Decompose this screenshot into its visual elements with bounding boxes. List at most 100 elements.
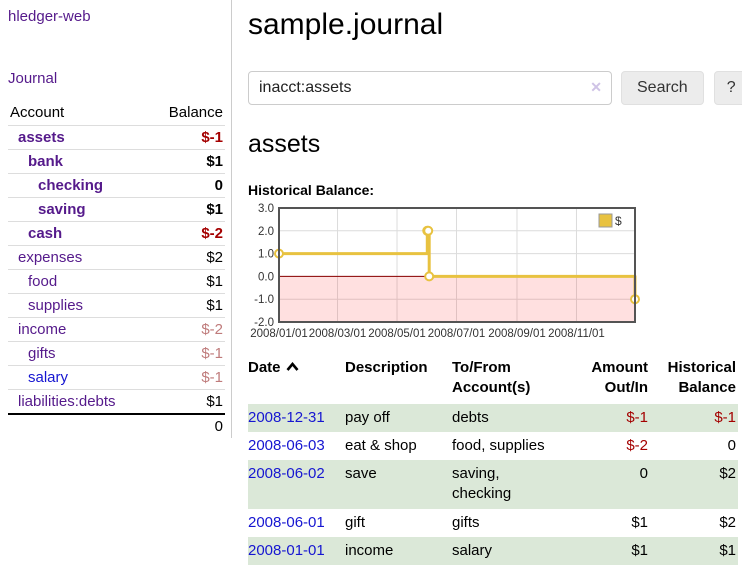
transaction-balance: $1 (719, 541, 736, 559)
account-balance: $1 (148, 149, 225, 174)
account-row: income $-2 (8, 317, 225, 342)
transaction-date-link[interactable]: 2008-06-03 (248, 436, 325, 454)
account-row: gifts $-1 (8, 341, 225, 366)
accounts-balance-table: Account Balance assets $-1 bank $1 checking 0… (8, 101, 225, 438)
transaction-row[interactable]: 2008-12-31 pay off debts $-1 $-1 (248, 403, 738, 432)
x-tick-label: 2008/11/01 (548, 328, 605, 340)
account-balance: $1 (148, 197, 225, 222)
plot-border (278, 207, 636, 323)
sidebar-account-salary[interactable]: salary (28, 369, 69, 386)
transaction-row[interactable]: 2008-06-03 eat & shop food, supplies $-2 0 (248, 432, 738, 460)
sidebar-account-income[interactable]: income (18, 321, 67, 338)
transaction-amount: $-2 (626, 436, 648, 454)
column-header-amount[interactable]: Amount Out/In (591, 359, 648, 397)
transaction-accounts: saving, checking (452, 465, 512, 503)
y-tick-label: 1.0 (258, 249, 274, 261)
account-heading: assets (248, 130, 321, 158)
x-tick-label: 2008/05/01 (368, 328, 426, 340)
transaction-description: pay off (345, 408, 390, 426)
account-row: supplies $1 (8, 293, 225, 318)
x-tick-label: 2008/03/01 (309, 328, 367, 340)
x-tick-label: 2008/09/01 (488, 328, 546, 340)
search-help-button[interactable]: ? (713, 71, 742, 105)
transaction-date-link[interactable]: 2008-06-02 (248, 465, 325, 482)
page-title: sample.journal (248, 8, 444, 41)
account-balance: $1 (148, 389, 225, 415)
account-row: bank $1 (8, 149, 225, 174)
account-balance: $-2 (148, 317, 225, 342)
search-input[interactable] (248, 71, 612, 105)
account-row: checking 0 (8, 173, 225, 198)
transaction-balance: 0 (727, 436, 736, 454)
account-row: cash $-2 (8, 221, 225, 246)
y-tick-label: -2.0 (254, 317, 274, 329)
sidebar: hledger-web Journal Account Balance asse… (0, 0, 232, 438)
main-content: sample.journal ✕ Search ? assets Histori… (232, 0, 742, 582)
sidebar-account-saving[interactable]: saving (38, 201, 86, 218)
transaction-description: income (345, 541, 394, 559)
y-tick-label: -1.0 (254, 294, 274, 306)
transaction-row[interactable]: 2008-01-01 income salary $1 $1 (248, 536, 738, 565)
data-point-marker (424, 271, 435, 282)
legend-label: $ (615, 214, 622, 228)
accounts-total-value: 0 (148, 413, 225, 438)
search-button[interactable]: Search (621, 71, 704, 105)
accounts-header-balance: Balance (148, 101, 225, 126)
y-tick-label: 0.0 (258, 271, 274, 283)
sidebar-account-bank[interactable]: bank (28, 153, 64, 170)
chevron-up-icon (286, 358, 299, 378)
account-row: expenses $2 (8, 245, 225, 270)
sidebar-account-gifts[interactable]: gifts (28, 345, 56, 362)
transaction-description: eat & shop (345, 436, 417, 454)
transaction-amount: 0 (639, 465, 648, 482)
transaction-row[interactable]: 2008-06-02 save saving, checking 0 $2 (248, 460, 738, 509)
column-header-date-label: Date (248, 359, 281, 376)
column-header-accounts[interactable]: To/From Account(s) (452, 359, 531, 397)
sidebar-account-assets[interactable]: assets (18, 129, 65, 146)
account-balance: $-1 (148, 365, 225, 390)
search-form: ✕ Search ? (248, 71, 742, 105)
accounts-header-account: Account (8, 101, 149, 126)
sidebar-account-supplies[interactable]: supplies (28, 297, 84, 314)
transaction-date-link[interactable]: 2008-01-01 (248, 541, 325, 559)
negative-region (279, 276, 635, 322)
transaction-amount: $1 (631, 541, 648, 559)
column-header-date[interactable]: Date (248, 356, 345, 404)
sidebar-account-food[interactable]: food (28, 273, 58, 290)
chart-title: Historical Balance: (248, 182, 375, 198)
transactions-header-row: Date Description To/From Account(s) Amou… (248, 356, 738, 404)
account-balance: $2 (148, 245, 225, 270)
accounts-total-row: 0 (8, 413, 225, 438)
sidebar-account-expenses[interactable]: expenses (18, 249, 83, 266)
column-header-balance[interactable]: Historical Balance (667, 359, 736, 397)
app-brand-link[interactable]: hledger-web (8, 8, 91, 25)
sidebar-account-cash[interactable]: cash (28, 225, 63, 242)
account-balance: $1 (148, 269, 225, 294)
transaction-amount: $-1 (626, 408, 648, 426)
sidebar-account-checking[interactable]: checking (38, 177, 104, 194)
account-row: saving $1 (8, 197, 225, 222)
transaction-date-link[interactable]: 2008-12-31 (248, 408, 325, 426)
transaction-balance: $2 (719, 513, 736, 531)
transaction-accounts: gifts (452, 513, 480, 531)
account-balance: 0 (148, 173, 225, 198)
account-row: salary $-1 (8, 365, 225, 390)
sidebar-item-journal[interactable]: Journal (8, 70, 58, 87)
transaction-row[interactable]: 2008-06-01 gift gifts $1 $2 (248, 509, 738, 537)
column-header-description[interactable]: Description (345, 359, 428, 376)
accounts-total-spacer (8, 413, 149, 438)
x-tick-label: 2008/01/01 (250, 328, 308, 340)
y-tick-label: 2.0 (258, 226, 274, 238)
transaction-accounts: debts (452, 408, 489, 426)
transaction-accounts: salary (452, 541, 493, 559)
sidebar-account-liabilities-debts[interactable]: liabilities:debts (18, 393, 116, 410)
transaction-date-link[interactable]: 2008-06-01 (248, 513, 325, 531)
clear-search-icon[interactable]: ✕ (590, 79, 602, 95)
account-balance: $-2 (148, 221, 225, 246)
account-row: food $1 (8, 269, 225, 294)
legend-swatch (598, 213, 613, 228)
transactions-table: Date Description To/From Account(s) Amou… (248, 356, 738, 565)
transaction-description: save (345, 465, 377, 482)
data-point-marker (423, 225, 434, 236)
